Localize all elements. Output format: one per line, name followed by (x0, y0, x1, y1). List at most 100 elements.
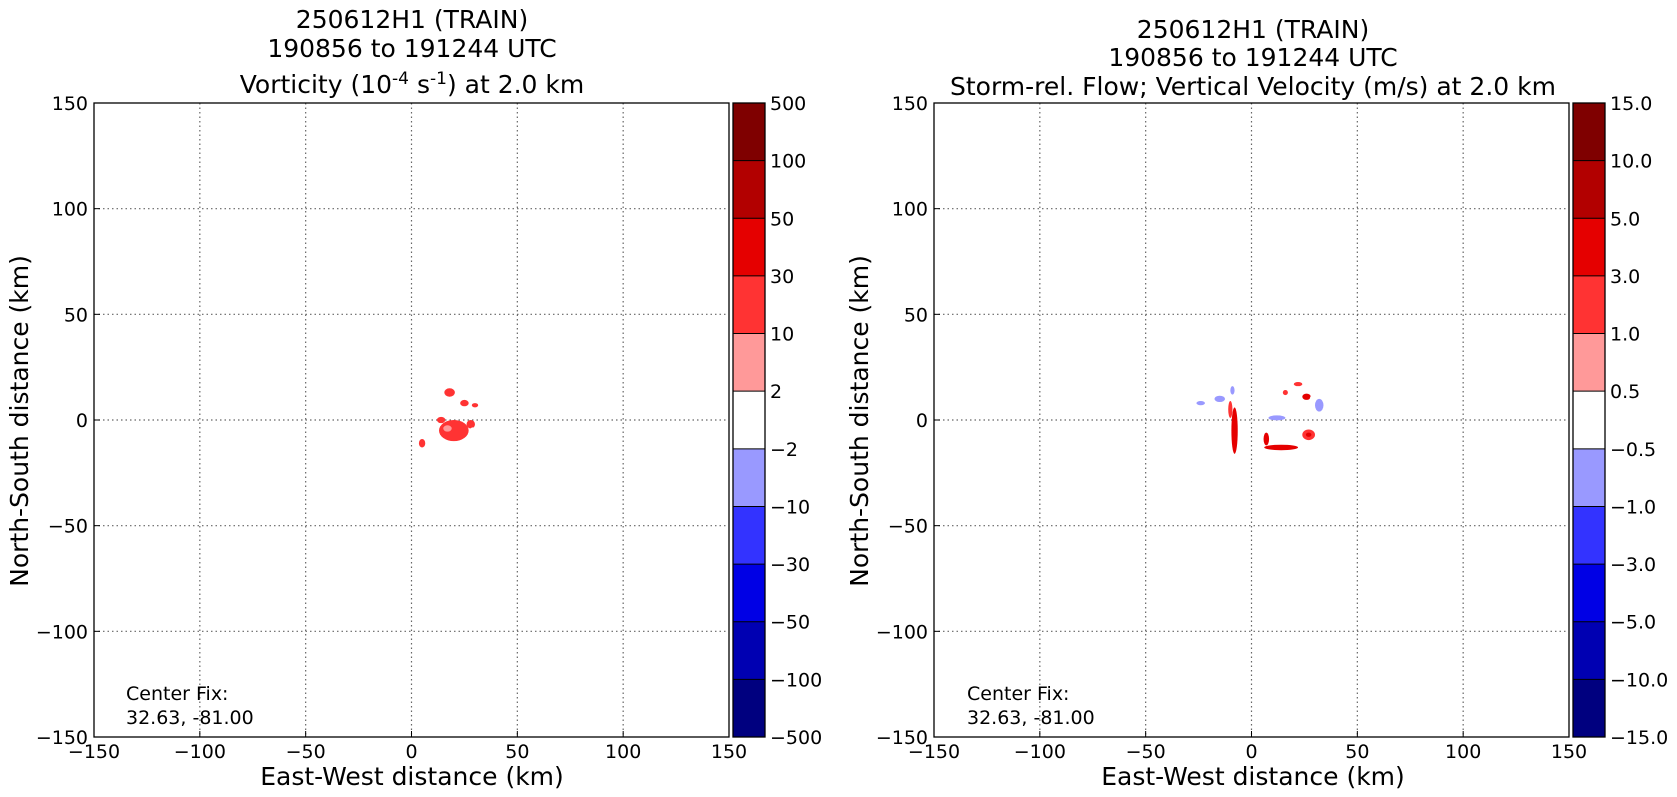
field-feature (1309, 395, 1317, 403)
colorbar-tick-label: 10.0 (1610, 151, 1652, 173)
y-tick-label: −150 (876, 727, 928, 749)
colorbar-swatch (1573, 275, 1605, 335)
field-feature (1263, 432, 1270, 446)
x-tick-label: 0 (405, 741, 417, 763)
panel-title-line-2: 190856 to 191244 UTC (267, 34, 556, 63)
colorbar-swatch (733, 333, 765, 392)
y-tick-label: 150 (892, 93, 928, 115)
center-fix-label: Center Fix: (967, 683, 1069, 705)
y-tick-label: 0 (76, 410, 88, 432)
field-feature (443, 425, 452, 432)
grid-lines (94, 103, 729, 737)
colorbar-tick-label: 50 (770, 208, 794, 230)
colorbar-tick-label: −500 (770, 727, 822, 749)
vorticity-panel: 250612H1 (TRAIN) 190856 to 191244 UTC Vo… (5, 5, 822, 791)
colorbar-border (732, 102, 766, 738)
colorbar: 15.0 10.0 5.0 3.0 1.0 0.5 −0.5 −1.0 −3.0 −5.0 −10.… (1572, 93, 1668, 749)
colorbar-tick-label: −30 (770, 554, 810, 576)
field-feature (1214, 395, 1226, 403)
colorbar-swatch (733, 391, 765, 450)
x-tick-labels: −150 −100 −50 0 50 100 150 (908, 731, 1587, 763)
field-feature (466, 420, 475, 429)
colorbar-swatch (733, 448, 765, 507)
x-tick-label: 50 (505, 741, 529, 763)
colorbar-tick-label: −10.0 (1610, 669, 1668, 691)
x-tick-label: 0 (1245, 741, 1257, 763)
colorbar-swatch (1573, 679, 1605, 738)
panel-title-line-1: 250612H1 (TRAIN) (1137, 15, 1369, 44)
x-axis-label: East-West distance (km) (260, 762, 564, 791)
colorbar: 500 100 50 30 10 2 −2 −10 −30 −50 −100 −500 (732, 93, 822, 749)
y-tick-label: −50 (888, 516, 928, 538)
y-tick-label: 100 (892, 199, 928, 221)
y-tick-label: 50 (64, 304, 88, 326)
field-feature (469, 427, 477, 434)
center-fix-label: Center Fix: (126, 683, 228, 705)
field-feature (460, 399, 469, 407)
colorbar-tick-label: 2 (770, 381, 782, 403)
colorbar-swatch (1573, 333, 1605, 392)
field-feature (436, 416, 446, 424)
field-feature (1264, 444, 1299, 451)
x-tick-label: −50 (1126, 741, 1166, 763)
field-feature (1231, 407, 1238, 454)
center-fix-value: 32.63, -81.00 (967, 707, 1095, 729)
field-feature (444, 388, 455, 397)
colorbar-swatch (1573, 448, 1605, 507)
colorbar-tick-label: −10 (770, 496, 810, 518)
field-feature (471, 403, 479, 408)
field-feature (1268, 415, 1286, 421)
field-feature (1230, 386, 1235, 395)
field-feature (418, 439, 426, 448)
colorbar-tick-label: 1.0 (1610, 324, 1640, 346)
x-tick-label: −50 (286, 741, 326, 763)
colorbar-swatch (733, 275, 765, 335)
field-feature (1293, 381, 1303, 387)
colorbar-swatch (1573, 218, 1605, 277)
colorbar-tick-label: 5.0 (1610, 208, 1640, 230)
field-feature (1305, 432, 1312, 437)
x-tick-label: 150 (1551, 741, 1587, 763)
field-feature (431, 424, 438, 429)
x-tick-label: −100 (174, 741, 226, 763)
x-tick-label: 150 (711, 741, 747, 763)
field-feature (1196, 400, 1205, 406)
vertical-velocity-panel: 250612H1 (TRAIN) 190856 to 191244 UTC St… (845, 15, 1668, 791)
x-tick-label: 100 (605, 741, 641, 763)
colorbar-tick-label: 10 (770, 324, 794, 346)
data-features (353, 388, 479, 448)
y-tick-label: 50 (904, 304, 928, 326)
field-feature (1282, 389, 1288, 396)
panel-title-line-3: Storm-rel. Flow; Vertical Velocity (m/s)… (950, 72, 1556, 101)
panel-title-variable: Vorticity (10-4 s-1) at 2.0 km (240, 69, 585, 99)
field-feature (1302, 393, 1311, 400)
field-feature (1286, 439, 1293, 444)
colorbar-tick-label: 100 (770, 151, 806, 173)
colorbar-swatch (733, 621, 765, 680)
y-axis-label: North-South distance (km) (845, 255, 874, 587)
field-feature (424, 432, 433, 437)
y-axis-label: North-South distance (km) (5, 255, 34, 587)
colorbar-border (1572, 102, 1606, 738)
colorbar-tick-label: −0.5 (1610, 439, 1656, 461)
colorbar-swatch (733, 564, 765, 623)
panel-title-line-1: 250612H1 (TRAIN) (296, 5, 528, 34)
field-feature (439, 420, 469, 442)
colorbar-swatch (1573, 391, 1605, 450)
colorbar-tick-label: 3.0 (1610, 266, 1640, 288)
colorbar-tick-label: 0.5 (1610, 381, 1640, 403)
x-tick-label: −150 (68, 741, 120, 763)
colorbar-tick-label: −3.0 (1610, 554, 1656, 576)
field-feature (1315, 398, 1324, 412)
y-tick-label: 100 (52, 199, 88, 221)
field-feature (370, 392, 377, 401)
field-feature (1285, 405, 1299, 414)
y-tick-label: −50 (48, 516, 88, 538)
field-feature (353, 394, 364, 399)
colorbar-swatch (1573, 103, 1605, 162)
x-tick-label: −100 (1014, 741, 1066, 763)
colorbar-tick-label: 15.0 (1610, 93, 1652, 115)
colorbar-swatch (733, 103, 765, 162)
y-tick-label: 0 (916, 410, 928, 432)
colorbar-swatch (1573, 160, 1605, 219)
